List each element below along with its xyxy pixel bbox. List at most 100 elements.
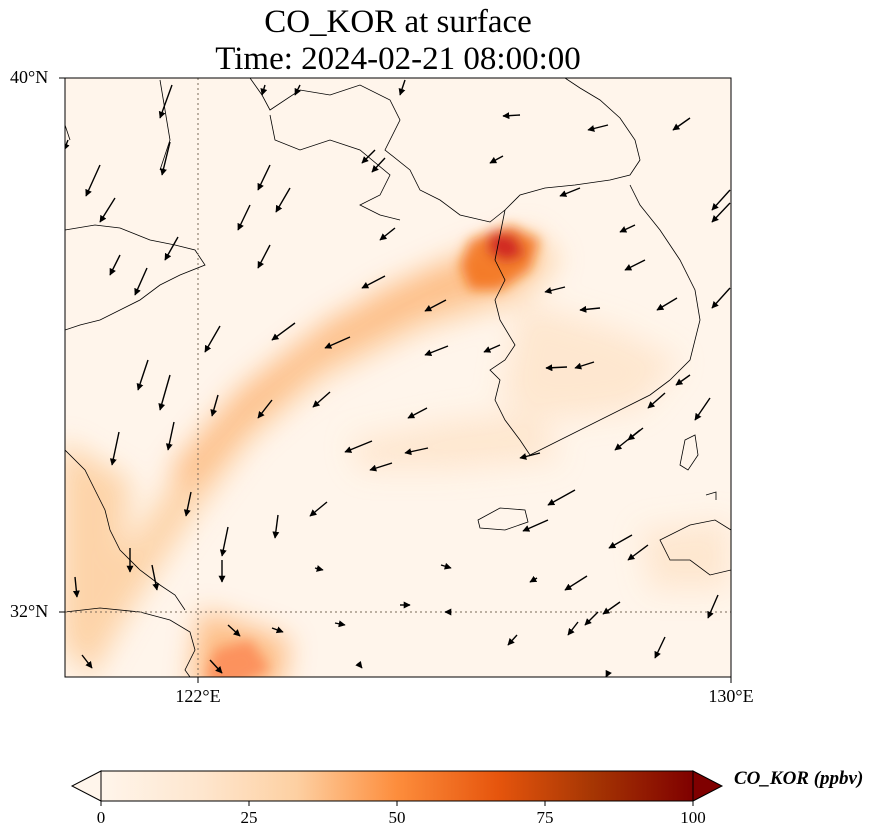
colorbar-tick-25: 25 (240, 808, 258, 827)
wind-arrow (271, 626, 284, 634)
wind-arrow (627, 544, 649, 561)
wind-arrow (344, 440, 373, 453)
wind-arrow (584, 611, 599, 626)
wind-arrow (204, 325, 221, 353)
wind-arrow (656, 297, 678, 311)
wind-arrow (160, 141, 171, 176)
wind-arrow (294, 84, 301, 96)
wind-arrow (210, 394, 219, 417)
wind-arrow (85, 164, 101, 197)
wind-arrow (151, 564, 160, 591)
wind-arrow (72, 576, 80, 598)
wind-vectors (65, 79, 731, 677)
colorbar (70, 770, 724, 806)
wind-arrow (522, 519, 549, 532)
wind-arrow (672, 117, 691, 131)
wind-arrow (529, 575, 538, 583)
map-title: CO_KOR at surface (264, 4, 532, 40)
wind-arrow (369, 462, 393, 472)
wind-arrow (602, 601, 621, 615)
wind-arrow (361, 149, 376, 164)
wind-arrow (309, 501, 328, 517)
wind-arrow (711, 287, 731, 309)
wind-arrow (647, 392, 666, 409)
wind-arrow (547, 489, 576, 506)
wind-arrow (398, 79, 406, 96)
wind-arrow (371, 157, 386, 173)
wind-arrow (275, 187, 291, 213)
wind-arrow (440, 562, 452, 570)
wind-arrow (619, 224, 636, 233)
wind-arrow (711, 202, 731, 223)
wind-arrow (407, 407, 428, 419)
wind-arrow (257, 244, 271, 269)
wind-arrow (567, 621, 579, 636)
wind-arrow (209, 659, 223, 674)
wind-arrow (183, 491, 192, 517)
wind-arrow (109, 431, 120, 466)
wind-arrow (109, 254, 121, 276)
colorbar-tick-100: 100 (680, 808, 706, 827)
lon-label-130e: 130°E (708, 686, 754, 706)
coastlines (65, 78, 731, 677)
wind-arrow (574, 361, 595, 370)
wind-arrow (324, 336, 351, 349)
colorbar-tick-50: 50 (388, 808, 406, 827)
wind-arrow (65, 139, 70, 151)
wind-arrow (424, 345, 449, 356)
map-frame (64, 77, 732, 678)
wind-arrow (424, 299, 447, 312)
wind-arrow (271, 322, 296, 341)
wind-arrow (502, 112, 521, 120)
wind-arrow (605, 669, 612, 677)
wind-arrow (711, 189, 731, 211)
wind-arrow (507, 634, 518, 646)
map-subtitle-time: Time: 2024-02-21 08:00:00 (215, 41, 581, 77)
wind-arrow (334, 620, 346, 628)
lon-label-122e: 122°E (175, 686, 221, 706)
wind-arrow (227, 624, 241, 637)
wind-arrow (361, 275, 386, 289)
wind-arrow (165, 421, 175, 451)
wind-arrow (544, 286, 566, 294)
wind-arrow (587, 124, 609, 132)
wind-arrow (614, 429, 641, 451)
wind-arrow (564, 575, 588, 591)
wind-arrow (158, 84, 173, 119)
wind-arrow (559, 187, 581, 197)
wind-arrow (624, 259, 646, 271)
wind-arrow (134, 267, 148, 296)
wind-arrow (158, 374, 171, 411)
wind-arrow (314, 565, 324, 572)
gridlines (65, 78, 731, 677)
colorbar-min-extension (70, 770, 102, 802)
lat-label-40n: 40°N (10, 67, 49, 87)
colorbar-tick-0: 0 (96, 808, 106, 827)
wind-arrow (81, 654, 93, 669)
wind-arrow (219, 526, 229, 557)
co-concentration-field (65, 225, 730, 677)
wind-arrow (404, 447, 429, 456)
wind-arrow (237, 204, 251, 231)
wind-arrow (312, 391, 331, 408)
wind-arrow (489, 155, 504, 164)
wind-arrow (379, 227, 396, 241)
lat-label-32n: 32°N (10, 601, 49, 621)
wind-arrow (272, 514, 280, 539)
colorbar-tick-75: 75 (536, 808, 554, 827)
wind-arrow (257, 399, 273, 419)
wind-arrow (608, 534, 633, 549)
wind-arrow (136, 359, 149, 391)
wind-arrow (694, 397, 711, 421)
wind-arrow (355, 660, 363, 669)
wind-arrow (164, 236, 179, 261)
wind-arrow (545, 364, 568, 372)
wind-arrow (707, 594, 719, 619)
wind-arrow (519, 452, 541, 460)
wind-arrow (579, 305, 601, 313)
wind-arrow (483, 344, 501, 353)
wind-arrow (654, 636, 666, 659)
colorbar-label: CO_KOR (ppbv) (734, 768, 864, 789)
wind-arrow (675, 374, 691, 386)
